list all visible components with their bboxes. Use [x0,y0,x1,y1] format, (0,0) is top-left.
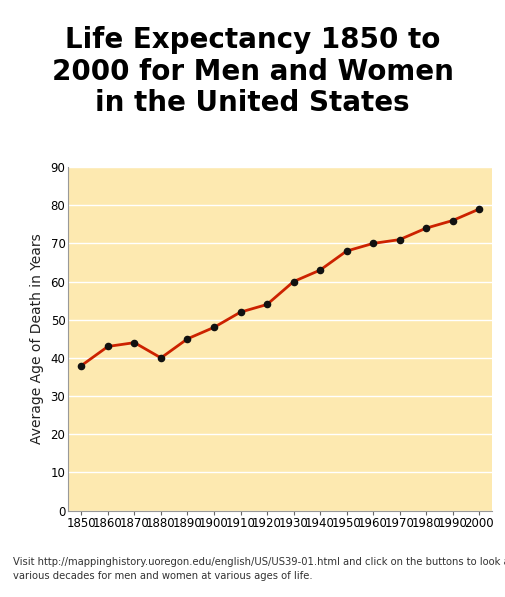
Text: Visit http://mappinghistory.uoregon.edu/english/US/US39-01.html and click on the: Visit http://mappinghistory.uoregon.edu/… [13,558,505,581]
Point [210,322,218,332]
Point [236,307,244,317]
Point [475,204,483,214]
Point [157,353,165,362]
Point [183,334,191,344]
Point [448,216,457,225]
Point [369,239,377,248]
Y-axis label: Average Age of Death in Years: Average Age of Death in Years [30,233,43,444]
Point [422,223,430,233]
Point [263,300,271,309]
Point [342,247,350,256]
Point [316,265,324,275]
Point [77,361,85,370]
Point [130,338,138,347]
Text: Life Expectancy 1850 to
2000 for Men and Women
in the United States: Life Expectancy 1850 to 2000 for Men and… [52,26,453,117]
Point [104,341,112,351]
Point [395,235,403,244]
Point [289,277,297,287]
